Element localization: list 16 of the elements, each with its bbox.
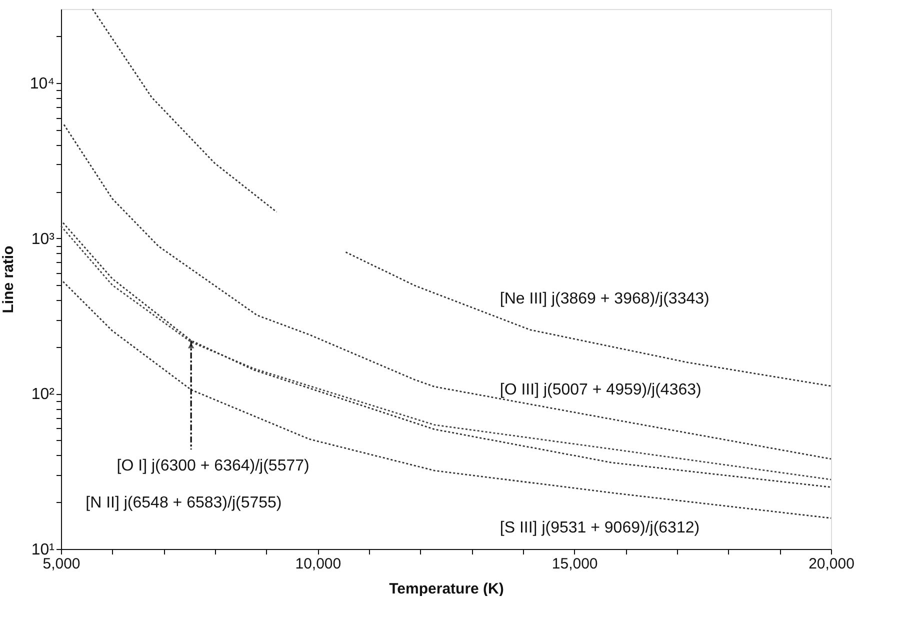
annotation: [O I] j(6300 + 6364)/j(5577) (116, 458, 310, 475)
x-tick-label: 10,000 (295, 556, 342, 572)
y-tick-label: 10³ (31, 230, 56, 248)
y-tick-label: 10² (31, 386, 56, 404)
x-tick-label: 20,000 (808, 556, 854, 572)
line-series (62, 280, 832, 519)
x-tick-label: 15,000 (552, 556, 598, 572)
annotation: [N II] j(6548 + 6583)/j(5755) (86, 494, 282, 512)
annotation: [O III] j(5007 + 4959)/j(4363) (500, 382, 702, 399)
y-tick-label: 10⁴ (30, 76, 55, 93)
y-tick-label: 10¹ (31, 542, 54, 558)
annotation: [Ne III] j(3869 + 3968)/j(3343) (500, 290, 710, 308)
line-series (63, 124, 832, 460)
y-axis-title: Line ratio (0, 246, 17, 314)
x-tick-label: 5,000 (42, 556, 80, 572)
annotation: [S III] j(9531 + 9069)/j(6312) (500, 519, 700, 536)
